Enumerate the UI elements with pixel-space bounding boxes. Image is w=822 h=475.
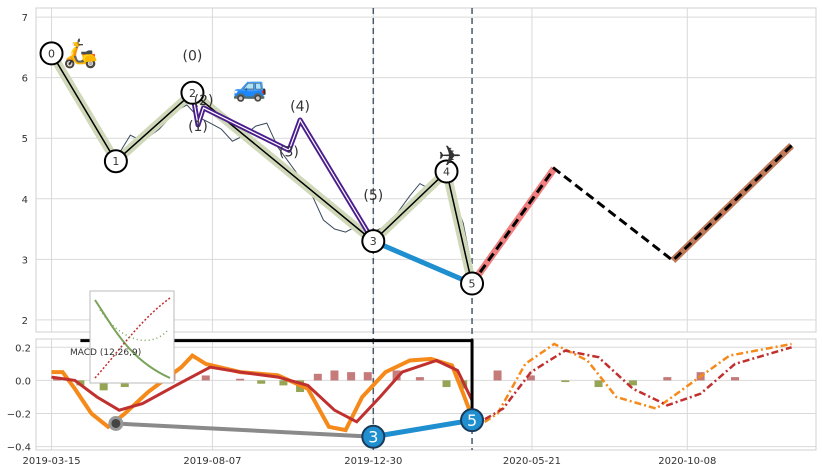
x-tick-label: 2020-05-21 — [503, 456, 561, 467]
sub-wave-label: (1) — [188, 119, 208, 135]
price-tick-label-y: 2 — [22, 316, 28, 327]
price-tick-label-y: 5 — [22, 134, 28, 145]
macd-red-line — [51, 358, 474, 424]
macd-blue-marker-label: 3 — [368, 428, 378, 447]
sub-wave-label: (4) — [290, 99, 310, 115]
macd-gray-marker — [108, 415, 124, 431]
price-tick-label-y: 3 — [22, 255, 28, 266]
zigzag-line — [50, 53, 473, 284]
macd-blue-marker-label: 5 — [467, 411, 477, 430]
histogram-bar — [594, 380, 603, 388]
macd-legend-inset: MACD (12,26,9) — [70, 290, 175, 384]
histogram-bar — [561, 380, 570, 383]
histogram-bar — [493, 370, 502, 381]
zigzag-marker-label: 1 — [112, 155, 119, 168]
macd-gray-connector — [115, 421, 374, 439]
histogram-bar — [526, 375, 535, 381]
zigzag-marker — [460, 271, 485, 296]
car-icon: 🚙 — [233, 70, 268, 103]
histogram-bar — [392, 370, 401, 381]
histogram-bar — [201, 375, 210, 381]
histogram-bar — [236, 378, 245, 381]
x-tick-label: 2019-12-30 — [344, 456, 402, 467]
histogram-bar — [347, 372, 356, 381]
zigzag-marker-label: 0 — [48, 47, 55, 60]
zigzag-marker-label: 5 — [469, 278, 476, 291]
price-tick-label-y: 4 — [22, 195, 28, 206]
histogram-bar — [731, 377, 740, 381]
price-panel — [35, 7, 817, 333]
labels-layer: (0) (1) (2) (3) (4) (5) 🛵 🚙 ✈ — [63, 37, 462, 204]
macd-blue-connector — [372, 417, 473, 440]
histogram-bar — [442, 380, 451, 388]
sub-wave-inner — [191, 92, 374, 242]
x-tick-label: 2020-10-08 — [658, 456, 716, 467]
x-tick-label: 2019-03-15 — [22, 456, 80, 467]
series-layer — [47, 8, 795, 450]
histogram-bar — [628, 380, 637, 386]
macd-projection-orange — [471, 342, 792, 432]
zigzag-marker — [434, 159, 459, 184]
projection-dashed — [470, 144, 793, 285]
histogram-bar — [120, 380, 129, 388]
price-tick-label-y: 6 — [22, 74, 28, 85]
zigzag-marker-label: 2 — [189, 87, 196, 100]
zigzag-marker-label: 3 — [370, 235, 377, 248]
scooter-icon: 🛵 — [63, 37, 98, 70]
zigzag-marker — [361, 229, 386, 254]
macd-blue-marker — [460, 408, 485, 433]
zigzag-marker — [39, 41, 64, 66]
histogram-bar — [363, 372, 372, 381]
marks-layer: 0 1 2 3 4 5 3 5 — [39, 41, 485, 449]
histogram-bar — [257, 380, 266, 384]
zigzag-marker — [103, 149, 128, 174]
projection-brown — [670, 142, 795, 264]
connector-3-5 — [372, 238, 473, 286]
zigzag-marker — [180, 80, 205, 105]
macd-tick-label-y: 0.2 — [15, 343, 31, 354]
histogram-bar — [415, 377, 424, 381]
x-tick-label: 2019-08-07 — [183, 456, 241, 467]
airplane-icon: ✈ — [438, 139, 461, 172]
histogram-bar — [330, 370, 339, 381]
macd-tick-label-y: −0.4 — [7, 443, 31, 454]
sub-wave-label: (5) — [363, 188, 383, 204]
macd-tick-label-y: 0.0 — [15, 376, 31, 387]
price-tick-label-y: 7 — [22, 13, 28, 24]
histogram-bar — [99, 380, 108, 391]
macd-tick-label-y: −0.2 — [7, 410, 31, 421]
zigzag-marker-label: 4 — [443, 166, 450, 179]
sub-wave-label: (2) — [194, 93, 214, 109]
macd-bracket — [80, 339, 474, 417]
macd-legend-label: MACD (12,26,9) — [70, 348, 141, 358]
sub-wave-label: (3) — [279, 144, 299, 160]
histogram-bar — [663, 377, 672, 381]
sub-wave-label: (0) — [183, 49, 203, 65]
macd-blue-marker — [361, 424, 386, 449]
histogram-bar — [313, 373, 322, 381]
histogram-bar — [279, 380, 288, 386]
